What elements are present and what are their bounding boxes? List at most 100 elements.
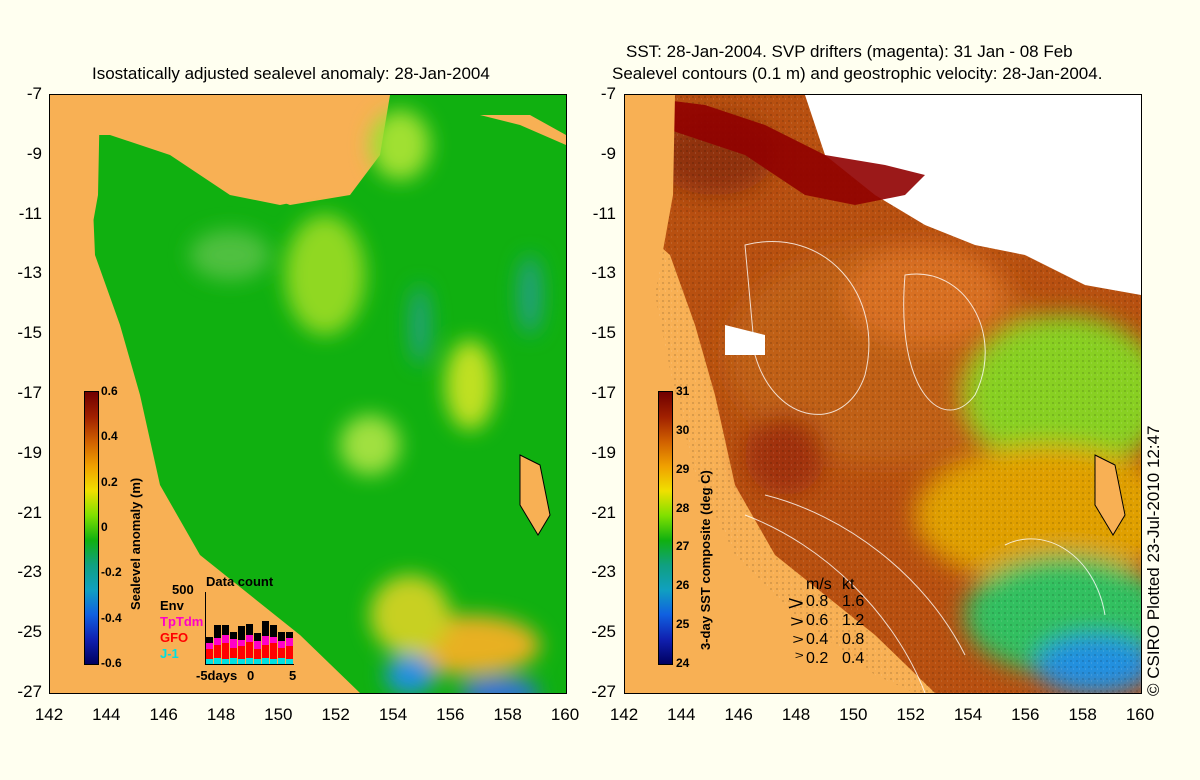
x-tick-label: 160 — [1125, 705, 1155, 724]
data-count-bar — [214, 645, 221, 658]
velocity-legend-kt: 0.4 — [842, 650, 865, 667]
data-count-bar — [262, 621, 269, 636]
x-tick-label: 144 — [667, 705, 696, 724]
data-count-bar — [238, 646, 245, 659]
data-count-bar — [222, 635, 229, 643]
data-count-bar — [214, 658, 221, 664]
colorbar-tick-label: 30 — [676, 422, 690, 437]
velocity-legend-ms: 0.6 — [806, 612, 829, 629]
y-tick-label: -7 — [600, 84, 616, 103]
data-count-bar — [254, 659, 261, 664]
colorbar-tick-label: 0 — [101, 520, 108, 534]
x-tick-label: 156 — [436, 705, 465, 724]
velocity-legend-ms: 0.4 — [806, 631, 829, 648]
y-tick-label: -11 — [592, 203, 616, 223]
y-tick-label: -17 — [17, 383, 42, 402]
y-tick-label: -25 — [591, 622, 616, 642]
y-tick-label: -9 — [600, 143, 616, 163]
x-tick-label: 148 — [206, 705, 236, 724]
data-count-bar — [278, 632, 285, 641]
x-tick-label: 156 — [1011, 705, 1040, 724]
x-tick-label: 158 — [493, 705, 522, 724]
data-count-bar — [278, 648, 285, 658]
data-count-bar — [278, 641, 285, 648]
x-tick-label: 142 — [609, 705, 639, 724]
left-sealevel-map — [49, 94, 567, 694]
data-count-x-label: 5 — [289, 668, 297, 683]
data-count-legend-item: J-1 — [160, 646, 179, 661]
x-tick-label: 142 — [34, 705, 64, 724]
y-tick-label: -7 — [26, 84, 42, 103]
data-count-legend-item: Env — [160, 598, 184, 613]
data-count-max: 500 — [172, 582, 194, 597]
data-count-bar — [270, 659, 277, 664]
velocity-legend-arrow: > — [792, 631, 804, 647]
data-count-bar — [238, 659, 245, 664]
data-count-legend-item: GFO — [160, 630, 189, 645]
y-tick-label: -27 — [591, 682, 616, 701]
velocity-legend-ms: 0.2 — [806, 650, 829, 667]
x-tick-label: 146 — [724, 705, 753, 724]
colorbar-tick-label: 24 — [676, 656, 690, 670]
y-tick-label: -27 — [17, 682, 42, 701]
data-count-bar — [254, 633, 261, 641]
colorbar-tick-label: -0.4 — [101, 610, 122, 625]
x-tick-label: 146 — [149, 705, 178, 724]
y-tick-label: -17 — [591, 383, 616, 402]
left-colorbar-title: Sealevel anomaly (m) — [128, 477, 143, 610]
data-count-bar — [222, 643, 229, 659]
y-tick-label: -11 — [18, 203, 42, 223]
left-panel-title: Isostatically adjusted sealevel anomaly:… — [92, 64, 490, 83]
y-tick-label: -19 — [591, 442, 616, 462]
velocity-legend-arrow: > — [787, 593, 805, 615]
colorbar-tick-label: 0.6 — [101, 384, 118, 398]
velocity-legend-header-ms: m/s — [806, 576, 832, 593]
data-count-bar — [246, 658, 253, 664]
y-tick-label: -13 — [17, 263, 42, 283]
right-panel-title-line1: SST: 28-Jan-2004. SVP drifters (magenta)… — [626, 42, 1073, 61]
y-tick-label: -23 — [591, 562, 616, 582]
colorbar-tick-label: 0.2 — [101, 474, 118, 489]
data-count-bar — [230, 632, 237, 639]
y-tick-label: -25 — [17, 622, 42, 642]
right-sst-map — [624, 94, 1142, 694]
data-count-bar — [286, 632, 293, 638]
data-count-bar — [254, 641, 261, 649]
credit-line: © CSIRO Plotted 23-Jul-2010 12:47 — [1144, 425, 1163, 696]
y-tick-label: -15 — [591, 323, 616, 343]
data-count-bar — [206, 659, 213, 664]
y-tick-label: -23 — [17, 562, 42, 582]
x-tick-label: 150 — [264, 705, 293, 724]
colorbar-tick-label: 29 — [676, 461, 690, 476]
colorbar-tick-label: 28 — [676, 500, 690, 515]
x-tick-label: 158 — [1068, 705, 1097, 724]
data-count-chart — [205, 592, 294, 665]
right-colorbar-title: 3-day SST composite (deg C) — [698, 470, 713, 650]
data-count-bar — [246, 624, 253, 635]
data-count-x-label: 0 — [247, 668, 255, 683]
data-count-bar — [246, 642, 253, 658]
y-tick-label: -15 — [17, 323, 42, 343]
right-panel-title-line2: Sealevel contours (0.1 m) and geostrophi… — [612, 64, 1103, 83]
y-tick-label: -21 — [591, 502, 616, 522]
velocity-legend-kt: 1.6 — [842, 593, 865, 610]
data-count-bar — [278, 658, 285, 664]
velocity-legend-header-kt: kt — [842, 576, 855, 593]
data-count-bar — [286, 638, 293, 646]
data-count-legend-item: TpTdm — [160, 614, 204, 629]
data-count-bar — [206, 649, 213, 659]
colorbar-tick-label: 25 — [676, 617, 690, 632]
data-count-bar — [222, 625, 229, 635]
data-count-x-label: -5days — [196, 668, 238, 683]
sst-field — [625, 95, 1141, 693]
y-tick-label: -21 — [17, 502, 42, 522]
data-count-bar — [262, 645, 269, 658]
colorbar-tick-label: -0.2 — [101, 565, 122, 580]
data-count-bar — [270, 625, 277, 637]
y-tick-label: -19 — [17, 442, 42, 462]
colorbar-tick-label: -0.6 — [101, 656, 122, 670]
data-count-bar — [246, 635, 253, 642]
velocity-legend-arrow: > — [794, 650, 804, 662]
data-count-bar — [214, 625, 221, 638]
y-tick-label: -13 — [591, 263, 616, 283]
